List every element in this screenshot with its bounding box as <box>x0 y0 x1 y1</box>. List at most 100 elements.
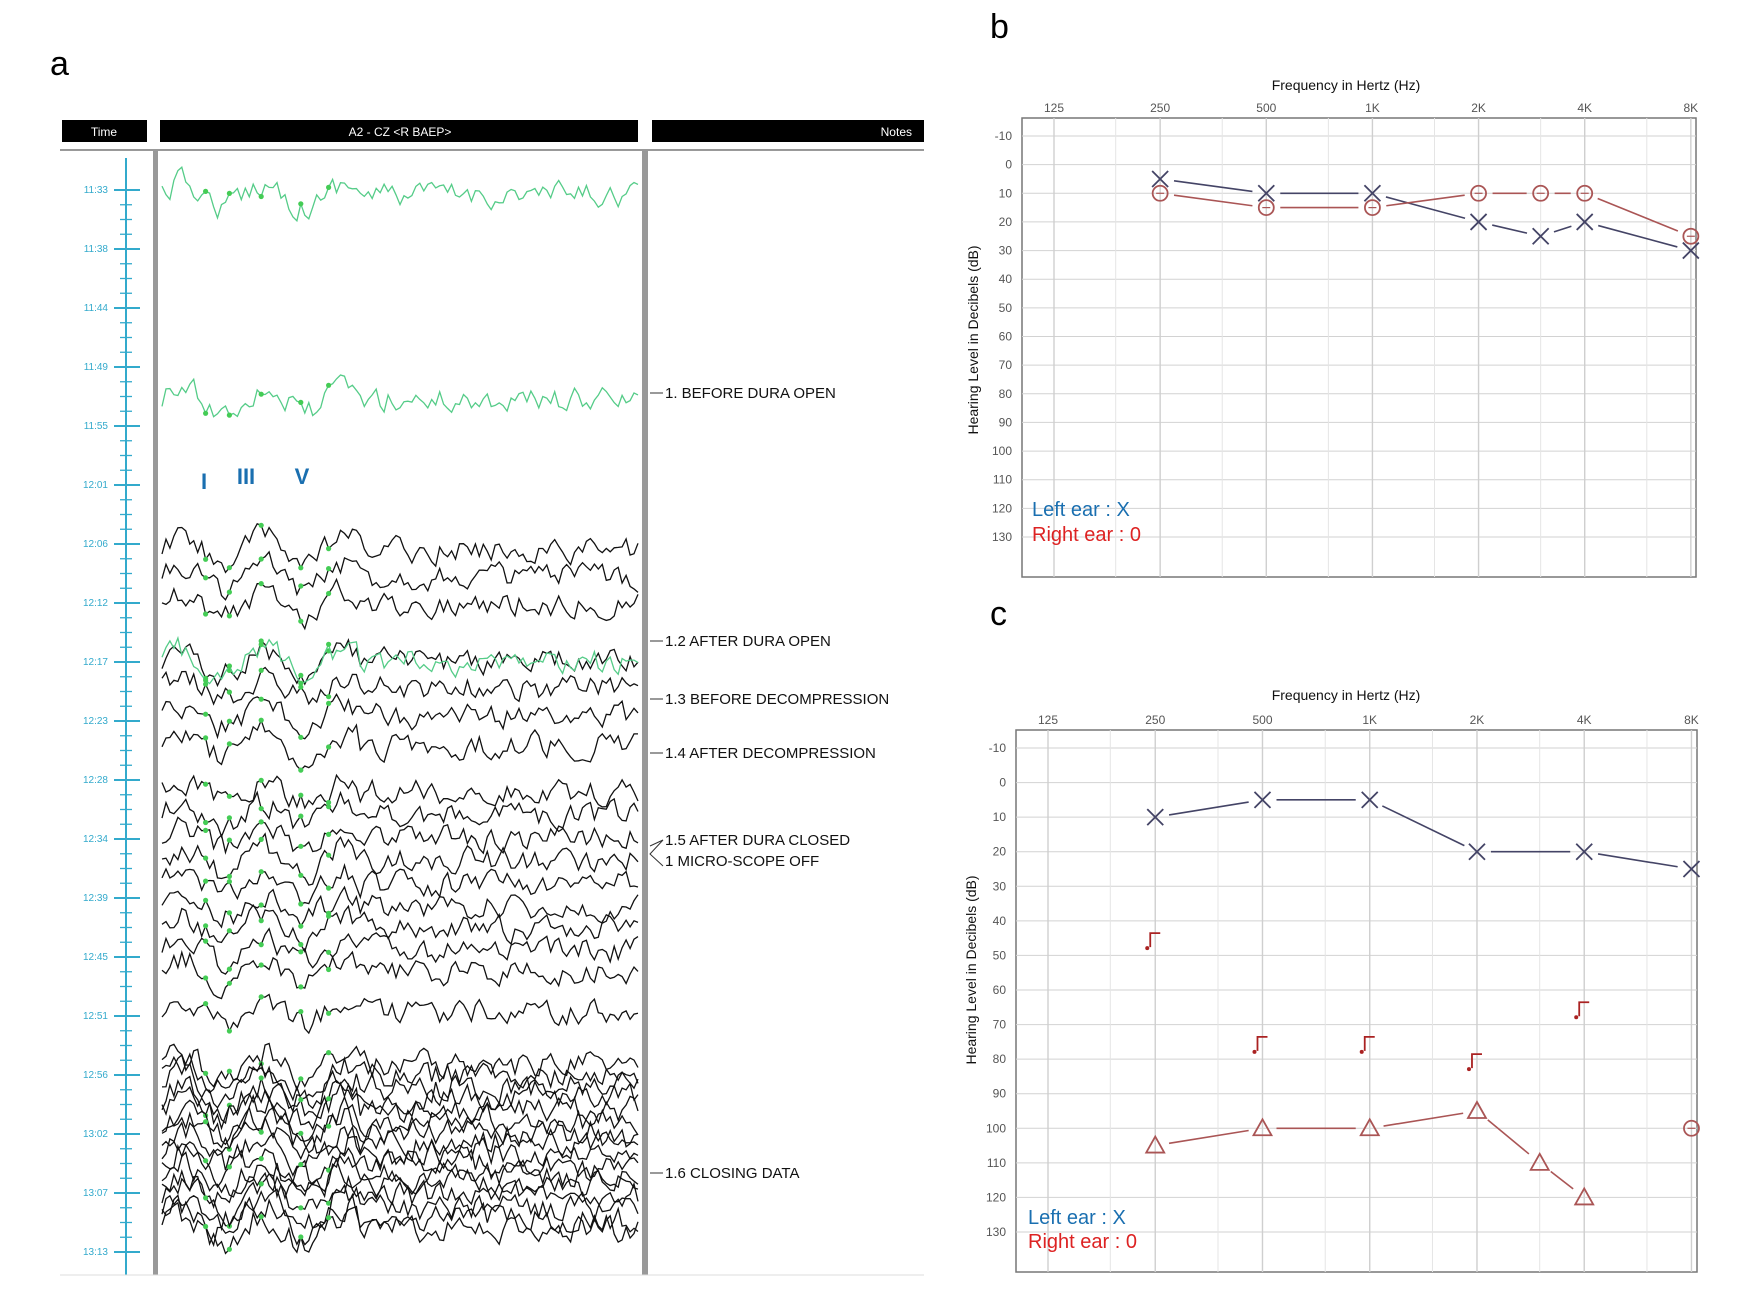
left-ear-x-marker <box>1253 791 1272 809</box>
peak-label-group: I III V <box>201 464 310 494</box>
peak-marker <box>326 546 332 552</box>
x-tick-label: 125 <box>1044 101 1064 115</box>
peak-marker <box>326 1123 332 1129</box>
peak-marker <box>298 734 304 740</box>
time-label: 12:56 <box>83 1070 108 1081</box>
notes-group: 1. BEFORE DURA OPEN 1.2 AFTER DURA OPEN … <box>649 385 889 1182</box>
left-separator <box>153 150 158 1275</box>
peak-marker <box>326 694 332 700</box>
baep-trace <box>161 550 639 601</box>
left-ear-x-marker <box>1576 213 1594 231</box>
bone-bracket-marker <box>1363 1035 1375 1051</box>
peak-marker <box>258 962 264 968</box>
right-separator <box>642 150 648 1275</box>
y-tick-label: 90 <box>993 1087 1007 1101</box>
peak-marker <box>326 700 332 707</box>
time-header-bar <box>62 120 147 142</box>
x-tick-label: 2K <box>1470 713 1485 727</box>
baep-trace <box>161 1157 639 1210</box>
peak-marker <box>203 975 209 981</box>
right-ear-o-marker <box>1364 199 1381 217</box>
peak-marker <box>298 399 304 405</box>
peak-marker <box>298 984 304 990</box>
x-tick-label: 8K <box>1684 101 1699 115</box>
chart-c-grid <box>1015 729 1698 1273</box>
peak-marker <box>258 836 264 843</box>
peak-label-i: I <box>201 469 207 494</box>
left-ear-x-marker <box>1469 213 1488 231</box>
y-tick-label: 100 <box>986 1121 1006 1135</box>
peak-marker <box>226 190 232 196</box>
peak-marker <box>258 1075 264 1081</box>
y-tick-label: 30 <box>999 244 1013 258</box>
peak-marker <box>298 680 304 686</box>
peak-marker <box>226 966 232 972</box>
peak-marker <box>326 949 332 955</box>
peak-marker <box>203 677 209 683</box>
series-connector <box>1550 1170 1574 1190</box>
baep-trace <box>161 1201 639 1255</box>
peak-marker <box>326 641 332 647</box>
right-ear-o-marker <box>1683 1119 1700 1137</box>
peak-marker <box>203 855 209 861</box>
y-tick-label: 10 <box>999 186 1013 200</box>
baep-trace <box>161 1146 639 1198</box>
panel-label-c: c <box>990 595 1007 633</box>
x-tick-label: 1K <box>1365 101 1380 115</box>
peak-marker <box>298 1130 304 1136</box>
left-ear-x-marker <box>1257 184 1275 202</box>
audiogram-c: Frequency in Hertz (Hz) 125 250 500 1K 2K 4K 8… <box>963 687 1701 1273</box>
audiogram-b: Frequency in Hertz (Hz) 125 250 500 1K 2K 4K 8… <box>965 77 1700 578</box>
baep-trace <box>161 522 639 574</box>
peak-marker <box>258 902 264 908</box>
time-label: 12:51 <box>83 1011 108 1022</box>
peak-marker <box>226 1246 232 1252</box>
peak-marker <box>298 767 304 773</box>
peak-marker <box>326 1200 332 1206</box>
peak-marker <box>326 913 332 919</box>
peak-marker <box>298 941 304 948</box>
chart-c-title: Frequency in Hertz (Hz) <box>1272 687 1421 703</box>
bone-bracket-dot <box>1466 1067 1471 1072</box>
series-connector <box>1553 225 1572 233</box>
peak-marker <box>298 583 304 589</box>
chart-c-y-ticks: -10 0 10 20 30 40 50 60 70 80 90 100 110 120 130 <box>986 741 1006 1239</box>
peak-marker <box>326 1050 332 1056</box>
bone-bracket-marker <box>1471 1053 1482 1069</box>
peak-marker <box>203 1001 209 1007</box>
bone-bracket-marker <box>1256 1035 1268 1051</box>
series-connector <box>1381 805 1465 847</box>
masked-triangle-marker <box>1251 1117 1274 1137</box>
peak-marker <box>258 556 264 562</box>
peak-marker <box>326 799 332 806</box>
peak-marker <box>258 717 264 723</box>
peak-marker <box>326 1215 332 1221</box>
x-tick-label: 4K <box>1577 101 1592 115</box>
time-label: 11:55 <box>84 421 109 432</box>
peak-marker <box>203 827 209 834</box>
baep-trace <box>161 1042 639 1092</box>
peak-marker <box>326 966 332 973</box>
masked-triangle-marker <box>1573 1186 1595 1206</box>
baep-trace <box>161 166 639 223</box>
baep-trace <box>161 1192 639 1248</box>
bone-bracket-marker <box>1578 1001 1590 1017</box>
peak-marker <box>298 1009 304 1015</box>
right-ear-o-marker <box>1576 184 1594 202</box>
peak-marker <box>203 1158 209 1164</box>
peak-marker <box>226 873 232 880</box>
baep-trace <box>161 718 638 772</box>
series-connector <box>1173 194 1253 207</box>
baep-trace <box>161 816 639 855</box>
notes-header-bar <box>652 120 924 142</box>
x-tick-label: 2K <box>1471 101 1486 115</box>
time-label: 13:13 <box>83 1247 108 1258</box>
series-connector <box>1492 224 1528 234</box>
x-tick-label: 250 <box>1145 713 1165 727</box>
chart-c-legend-right: Right ear : 0 <box>1028 1231 1137 1253</box>
peak-marker <box>326 590 332 597</box>
peak-marker <box>298 1076 304 1082</box>
masked-triangle-marker <box>1529 1152 1551 1171</box>
peak-marker <box>258 522 264 528</box>
peak-marker <box>298 672 304 679</box>
